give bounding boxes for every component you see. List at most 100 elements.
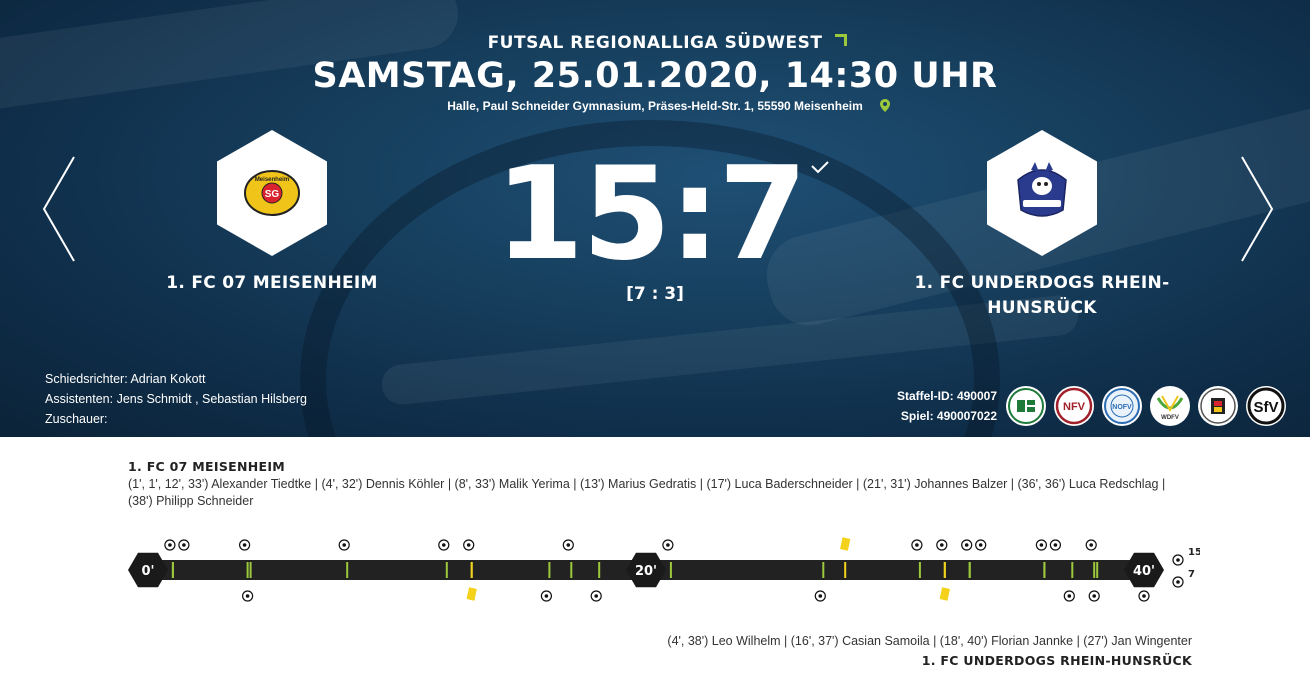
halftime-score: [7 : 3] xyxy=(626,284,684,304)
home-goal-tick xyxy=(669,562,672,578)
goal-ball-icon-core xyxy=(1089,543,1093,547)
referee: Schiedsrichter: Adrian Kokott xyxy=(45,372,206,386)
away-team-logo[interactable] xyxy=(987,130,1097,256)
timeline-minute-marker xyxy=(626,552,666,588)
home-goal-tick xyxy=(445,562,448,578)
svg-text:Meisenheim: Meisenheim xyxy=(255,177,289,183)
goal-ball-icon-core xyxy=(1039,543,1044,547)
corner-accent-icon xyxy=(835,34,847,46)
goal-ball-icon-core xyxy=(940,543,944,547)
sfv-logo-icon[interactable]: SfV xyxy=(1246,386,1286,426)
goal-ball-icon-core xyxy=(544,594,549,598)
home-goal-tick xyxy=(1043,562,1046,578)
underdogs-crest-icon xyxy=(1017,162,1067,217)
goal-ball-icon-core xyxy=(594,594,598,598)
away-goal-tick xyxy=(1071,562,1074,578)
away-goal-total: 7 xyxy=(1188,569,1195,580)
timeline-layer: 0' 20' 40' 15 7 xyxy=(128,537,1200,602)
location-pin-icon xyxy=(880,99,890,112)
next-match-arrow-icon[interactable] xyxy=(1240,155,1276,263)
final-score: 15:7 xyxy=(495,140,807,289)
match-header: FUTSAL REGIONALLIGA SÜDWEST SAMSTAG, 25.… xyxy=(0,0,1310,437)
timeline-minute-label: 0' xyxy=(141,564,154,579)
yellow-card-icon xyxy=(939,587,950,601)
goal-ball-icon-core xyxy=(818,594,823,598)
spectators: Zuschauer: xyxy=(45,412,108,426)
goal-ball-icon-core xyxy=(1053,543,1058,547)
goal-ball-icon-core xyxy=(182,543,186,547)
svg-text:SfV: SfV xyxy=(1253,399,1278,416)
timeline-minute-marker xyxy=(128,552,168,588)
goal-ball-icon-core xyxy=(242,543,247,547)
goal-ball-icon-core xyxy=(1142,594,1146,598)
meisenheim-crest-icon: SG Meisenheim xyxy=(244,170,300,216)
home-goal-tick xyxy=(171,562,174,578)
goal-ball-icon-core xyxy=(245,594,250,598)
nofv-logo-icon[interactable]: NOFV xyxy=(1102,386,1142,426)
svg-text:WDFV: WDFV xyxy=(1161,415,1179,421)
away-team-name[interactable]: 1. FC UNDERDOGS RHEIN- HUNSRÜCK xyxy=(890,271,1194,321)
match-venue: Halle, Paul Schneider Gymnasium, Präses-… xyxy=(447,99,863,113)
fvrl-logo-icon[interactable] xyxy=(1198,386,1238,426)
goal-ball-icon-core xyxy=(466,543,471,547)
goal-ball-icon-core xyxy=(1092,594,1096,598)
home-goal-tick xyxy=(246,562,249,578)
spiel-id: Spiel: 490007022 xyxy=(900,409,997,423)
card-tick xyxy=(943,562,946,578)
home-goal-total: 15 xyxy=(1188,547,1200,558)
away-scorers-title: 1. FC UNDERDOGS RHEIN-HUNSRÜCK xyxy=(921,653,1192,668)
previous-match-arrow-icon[interactable] xyxy=(40,155,76,263)
svg-text:NOFV: NOFV xyxy=(1112,404,1132,411)
goal-ball-icon-core xyxy=(915,543,919,547)
staffel-id: Staffel-ID: 490007 xyxy=(896,389,997,403)
away-goal-tick xyxy=(1096,562,1099,578)
goal-ball-icon-core xyxy=(566,543,571,547)
away-scorers-section: (4', 38') Leo Wilhelm | (16', 37') Casia… xyxy=(128,633,1192,668)
yellow-card-icon xyxy=(466,587,477,601)
home-goal-tick xyxy=(570,562,573,578)
home-scorers-title: 1. FC 07 MEISENHEIM xyxy=(128,459,286,474)
card-tick xyxy=(844,562,847,578)
away-goal-tick xyxy=(598,562,601,578)
away-goal-tick xyxy=(822,562,825,578)
home-goal-tick xyxy=(968,562,971,578)
away-scorers-list: (4', 38') Leo Wilhelm | (16', 37') Casia… xyxy=(667,634,1192,648)
away-goal-tick xyxy=(249,562,252,578)
assistants: Assistenten: Jens Schmidt , Sebastian Hi… xyxy=(45,392,307,406)
goal-ball-icon-core xyxy=(1067,594,1072,598)
league-title: FUTSAL REGIONALLIGA SÜDWEST xyxy=(487,33,823,53)
dfb-logo-icon[interactable] xyxy=(1006,386,1046,426)
home-team-name[interactable]: 1. FC 07 MEISENHEIM xyxy=(166,273,378,293)
goal-ball-icon-core xyxy=(666,543,670,547)
home-goal-tick xyxy=(346,562,349,578)
home-team-logo[interactable]: SG Meisenheim xyxy=(217,130,327,256)
svg-text:NFV: NFV xyxy=(1063,401,1086,413)
wdfv-logo-icon[interactable]: WDFV xyxy=(1150,386,1190,426)
goal-ball-icon-core xyxy=(168,543,172,547)
card-tick xyxy=(470,562,473,578)
home-scorers-list: (1', 1', 12', 33') Alexander Tiedtke | (… xyxy=(128,477,1166,508)
timeline-minute-label: 40' xyxy=(1133,564,1155,579)
home-goal-tick xyxy=(1093,562,1096,578)
goal-ball-icon-core xyxy=(1176,558,1180,562)
timeline-minute-marker xyxy=(1124,552,1164,588)
match-ids: Staffel-ID: 490007 Spiel: 490007022 xyxy=(897,386,997,426)
svg-text:SG: SG xyxy=(265,189,280,200)
match-timeline: 0' 20' 40' 15 7 xyxy=(128,537,1200,602)
match-datetime: SAMSTAG, 25.01.2020, 14:30 UHR xyxy=(312,56,998,96)
timeline-minute-label: 20' xyxy=(635,564,657,579)
nfv-logo-icon[interactable]: NFV xyxy=(1054,386,1094,426)
home-scorers-section: 1. FC 07 MEISENHEIM (1', 1', 12', 33') A… xyxy=(128,459,1192,510)
away-goal-tick xyxy=(548,562,551,578)
away-team-name-line1: 1. FC UNDERDOGS RHEIN- xyxy=(914,273,1170,293)
checkmark-icon xyxy=(811,161,829,174)
away-team-name-line2: HUNSRÜCK xyxy=(987,298,1097,318)
goal-ball-icon-core xyxy=(964,543,969,547)
goal-ball-icon-core xyxy=(342,543,346,547)
goal-ball-icon-core xyxy=(442,543,446,547)
home-goal-tick xyxy=(918,562,921,578)
goal-ball-icon-core xyxy=(978,543,983,547)
yellow-card-icon xyxy=(840,537,851,551)
officials: Schiedsrichter: Adrian Kokott Assistente… xyxy=(45,369,307,429)
goal-ball-icon-core xyxy=(1176,580,1180,584)
